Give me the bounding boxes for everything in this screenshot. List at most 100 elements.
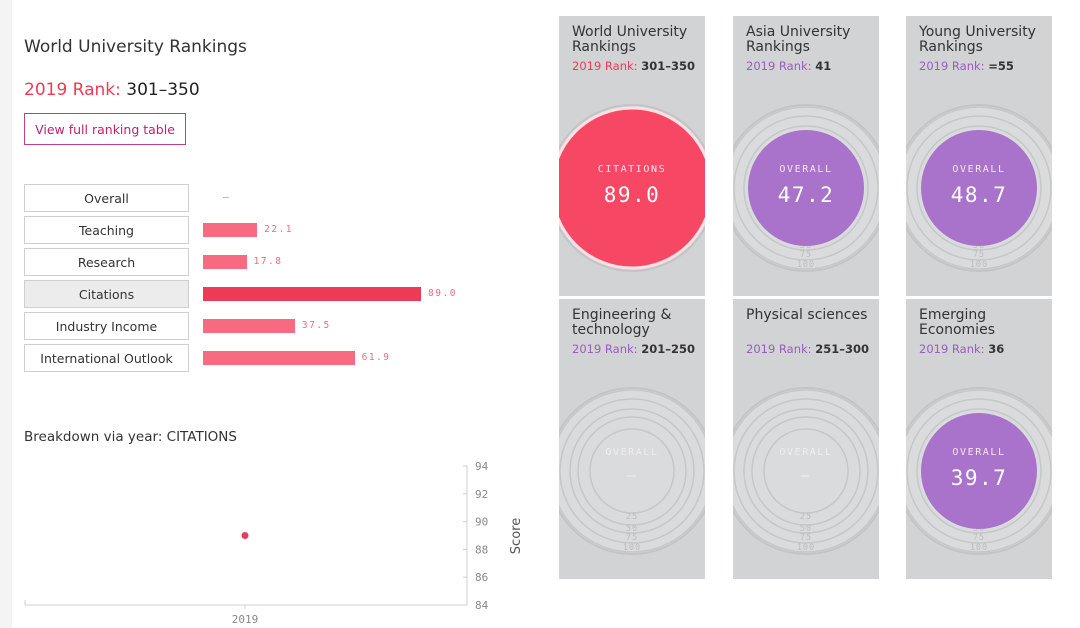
tile-score: 89.0 <box>604 183 661 207</box>
tile-title: Physical sciences <box>746 307 868 323</box>
ranking-tile-asia-university-rankings[interactable]: Asia University Rankings 2019 Rank: 41 255… <box>733 16 879 296</box>
pillar-score: – <box>223 192 231 203</box>
tile-metric-label: OVERALL <box>605 447 658 458</box>
chart-points <box>241 532 249 539</box>
tile-rank: 2019 Rank: 251–300 <box>746 342 869 356</box>
ranking-tile-young-university-rankings[interactable]: Young University Rankings 2019 Rank: =552… <box>906 16 1052 296</box>
tile-rank-value: 41 <box>815 59 832 73</box>
pillar-button-research[interactable]: Research <box>24 248 189 276</box>
view-full-ranking-button[interactable]: View full ranking table <box>24 113 186 145</box>
tile-score: 39.7 <box>951 466 1008 490</box>
ring-scale-label: 50 <box>800 241 812 251</box>
tile-rank: 2019 Rank: 41 <box>746 59 831 73</box>
ring-scale-label: 50 <box>973 241 985 251</box>
target-ring <box>733 389 879 553</box>
target-ring <box>916 408 1042 534</box>
ring-scale-label: 75 <box>626 533 638 543</box>
target-ring <box>589 428 675 514</box>
tile-rank-value: 251–300 <box>815 342 869 356</box>
tile-metric-label: CITATIONS <box>598 164 667 175</box>
target-ring <box>559 389 705 553</box>
tile-rank-label: 2019 Rank: <box>919 342 985 356</box>
tile-title: Asia University Rankings <box>746 24 851 55</box>
target-outer-ring <box>733 387 879 555</box>
target-ring <box>916 125 1042 251</box>
tile-score: 48.7 <box>951 183 1008 207</box>
target-ring <box>577 416 687 526</box>
pillar-button-overall[interactable]: Overall <box>24 184 189 212</box>
chart-y-axis: 84 86 88 90 92 94 Score 2019 <box>24 460 524 626</box>
ring-scale-label: 75 <box>973 533 985 543</box>
pillar-bar <box>203 287 422 301</box>
target-ring <box>906 389 1052 553</box>
ring-scale-label: 100 <box>623 543 641 553</box>
chart-y-tick-label: 94 <box>475 460 489 473</box>
page-title: World University Rankings <box>24 37 247 57</box>
target-ring <box>743 125 869 251</box>
target-ring <box>906 106 1052 270</box>
ring-scale-label: 75 <box>800 533 812 543</box>
rank-value: 301–350 <box>126 80 200 100</box>
ranking-tile-engineering-technology[interactable]: Engineering & technology 2019 Rank: 201–2… <box>559 299 705 579</box>
tile-rank-value: 301–350 <box>641 59 695 73</box>
tile-rank-value: 36 <box>988 342 1005 356</box>
pillar-button-industry-income[interactable]: Industry Income <box>24 312 189 340</box>
score-disc <box>921 413 1037 529</box>
score-disc <box>921 130 1037 246</box>
ranking-tile-world-university-rankings[interactable]: World University Rankings 2019 Rank: 301–… <box>559 16 705 296</box>
score-target-chart: 255075100OVERALL48.7 <box>906 104 1052 272</box>
pillar-score: 37.5 <box>301 320 331 331</box>
tile-title: Engineering & technology <box>572 307 672 338</box>
breakdown-title: Breakdown via year: CITATIONS <box>24 429 237 445</box>
ring-scale-label: 50 <box>973 524 985 534</box>
pillar-score: 89.0 <box>428 288 457 299</box>
chart-y-axis-label: Score <box>509 518 524 554</box>
pillar-score: 61.9 <box>361 352 391 363</box>
rank-label: 2019 Rank: <box>24 80 121 100</box>
rank-summary: 2019 Rank: 301–350 <box>24 80 200 100</box>
target-ring <box>763 428 849 514</box>
tile-rank: 2019 Rank: 301–350 <box>572 59 695 73</box>
tile-rank-label: 2019 Rank: <box>746 59 812 73</box>
target-ring <box>751 416 861 526</box>
score-target-chart: 255075100OVERALL39.7 <box>906 387 1052 555</box>
tile-metric-label: OVERALL <box>952 447 1005 458</box>
chart-data-point[interactable] <box>241 532 249 539</box>
score-target-chart: 255075100CITATIONS89.0 <box>559 104 705 272</box>
pillar-bar <box>203 319 295 333</box>
target-outer-ring <box>559 387 705 555</box>
chart-y-tick-label: 86 <box>475 571 488 584</box>
chart-x-tick-label: 2019 <box>232 613 259 626</box>
pillar-button-international-outlook[interactable]: International Outlook <box>24 344 189 372</box>
target-ring <box>743 408 869 534</box>
ring-scale-label: 50 <box>800 524 812 534</box>
tile-score: 47.2 <box>778 183 835 207</box>
tile-title: World University Rankings <box>572 24 688 55</box>
pillar-bar <box>203 223 258 237</box>
tile-rank: 2019 Rank: 36 <box>919 342 1004 356</box>
tile-rank: 2019 Rank: 201–250 <box>572 342 695 356</box>
ring-scale-label: 50 <box>626 524 638 534</box>
pillar-button-citations[interactable]: Citations <box>24 280 189 308</box>
target-ring <box>733 398 879 544</box>
score-target-chart: 255075100OVERALL47.2 <box>733 104 879 272</box>
pillar-bar <box>203 255 247 269</box>
ring-scale-label: 75 <box>800 250 812 260</box>
ranking-tile-physical-sciences[interactable]: Physical sciences 2019 Rank: 251–300 25 50 7… <box>733 299 879 579</box>
target-ring <box>569 408 695 534</box>
page-side-strip <box>0 0 12 628</box>
target-ring <box>733 115 879 261</box>
tile-title: Emerging Economies <box>919 307 995 338</box>
chart-y-tick-label: 84 <box>475 599 489 612</box>
tile-rank-label: 2019 Rank: <box>572 342 638 356</box>
target-ring <box>906 115 1052 261</box>
tile-rank: 2019 Rank: =55 <box>919 59 1014 73</box>
pillar-score: 22.1 <box>264 224 294 235</box>
pillar-button-teaching[interactable]: Teaching <box>24 216 189 244</box>
citations-year-chart: 84 86 88 90 92 94 Score 2019 <box>24 460 524 626</box>
tile-rank-value: 201–250 <box>641 342 695 356</box>
target-ring <box>906 398 1052 544</box>
